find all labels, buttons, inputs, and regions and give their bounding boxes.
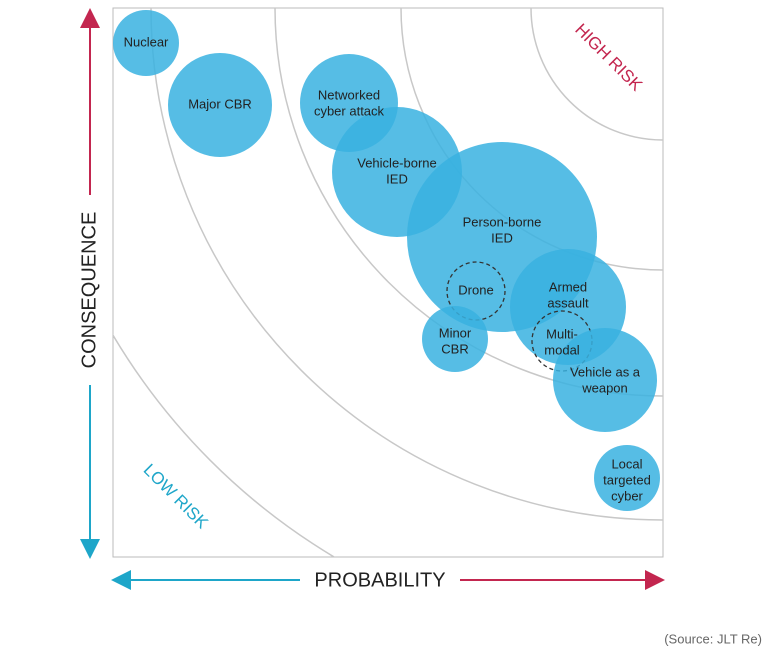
bubble-label: assault bbox=[547, 295, 589, 310]
bubble-label: Armed bbox=[549, 279, 587, 294]
risk-arcs bbox=[113, 8, 663, 557]
bubble-label: Major CBR bbox=[188, 96, 252, 111]
high-risk-label: HIGH RISK bbox=[571, 20, 646, 95]
bubble-label: Local bbox=[611, 456, 642, 471]
bubble-label: Vehicle as a bbox=[570, 364, 641, 379]
bubble-label: cyber attack bbox=[314, 103, 385, 118]
bubble bbox=[594, 445, 660, 511]
bubble-label: Networked bbox=[318, 87, 380, 102]
bubble-label: Vehicle-borne bbox=[357, 155, 437, 170]
plot-frame bbox=[112, 7, 664, 558]
bubble-label: Person-borne bbox=[463, 214, 542, 229]
bubble-label: modal bbox=[544, 342, 580, 357]
bubble-label: Minor bbox=[439, 325, 472, 340]
bubble-label: Drone bbox=[458, 282, 493, 297]
bubble bbox=[168, 53, 272, 157]
bubble-label: CBR bbox=[441, 341, 468, 356]
bubble-label: IED bbox=[491, 230, 513, 245]
bubble-label: targeted bbox=[603, 472, 651, 487]
bubble bbox=[422, 306, 488, 372]
low-risk-label: LOW RISK bbox=[140, 460, 213, 533]
y-axis-label: CONSEQUENCE bbox=[78, 212, 100, 369]
source-note: (Source: JLT Re) bbox=[664, 631, 762, 646]
bubble-label: Nuclear bbox=[124, 34, 169, 49]
bubble-label: IED bbox=[386, 171, 408, 186]
bubble bbox=[553, 328, 657, 432]
bubble-label: Multi- bbox=[546, 326, 578, 341]
bubble bbox=[113, 10, 179, 76]
bubble-label: weapon bbox=[581, 380, 628, 395]
x-axis-label: PROBABILITY bbox=[314, 569, 445, 591]
bubble-label: cyber bbox=[611, 488, 643, 503]
